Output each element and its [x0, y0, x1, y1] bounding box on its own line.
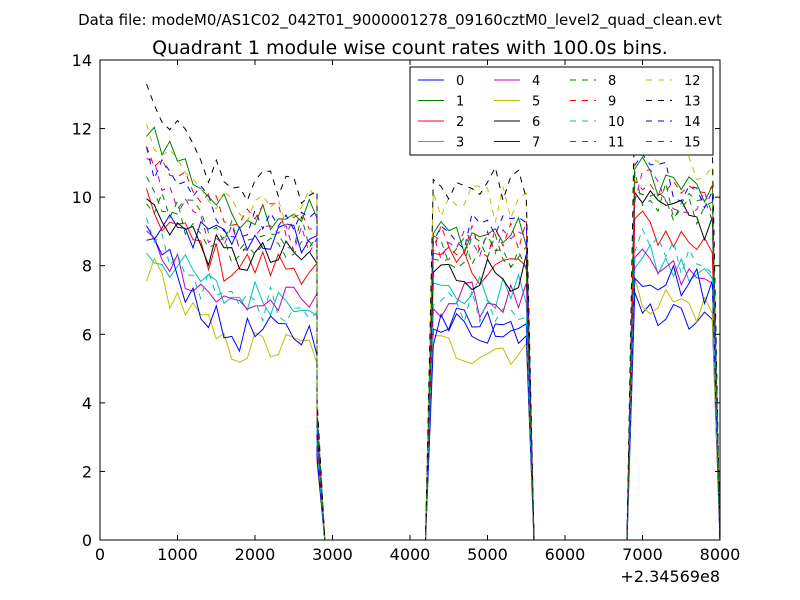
y-tick-label: 8: [82, 257, 92, 276]
series-line-9: [146, 146, 721, 541]
plot-lines: [146, 83, 721, 541]
legend-label-10: 10: [608, 115, 625, 130]
legend-label-2: 2: [456, 115, 464, 130]
y-tick-label: 10: [72, 188, 92, 207]
axis-ticks: 0 1000 2000 3000 4000 5000 6000 7000 80000246810…: [72, 51, 741, 564]
series-line-14: [146, 146, 721, 541]
chart-title: Quadrant 1 module wise count rates with …: [152, 37, 668, 59]
x-tick-label: 0: [95, 545, 105, 564]
x-tick-label: 4000: [390, 545, 431, 564]
legend-label-15: 15: [684, 136, 701, 151]
y-tick-label: 4: [82, 394, 92, 413]
legend-label-8: 8: [608, 74, 616, 89]
series-line-11: [146, 158, 721, 541]
legend-label-1: 1: [456, 95, 464, 110]
legend-label-12: 12: [684, 74, 701, 89]
y-tick-label: 6: [82, 325, 92, 344]
legend-label-11: 11: [608, 136, 625, 151]
x-tick-label: 1000: [157, 545, 198, 564]
x-tick-label: 3000: [312, 545, 353, 564]
x-tick-label: 5000: [467, 545, 508, 564]
y-tick-label: 0: [82, 531, 92, 550]
series-line-7: [146, 237, 721, 541]
x-tick-label: 8000: [700, 545, 741, 564]
legend-label-13: 13: [684, 95, 701, 110]
x-tick-label: 6000: [545, 545, 586, 564]
legend-box: [409, 66, 714, 156]
legend-label-7: 7: [532, 136, 540, 151]
legend-label-3: 3: [456, 136, 464, 151]
chart-suptitle: Data file: modeM0/AS1C02_042T01_90000012…: [78, 11, 722, 30]
legend-label-4: 4: [532, 74, 540, 89]
legend-label-9: 9: [608, 95, 616, 110]
series-line-5: [146, 257, 721, 541]
y-tick-label: 12: [72, 120, 92, 139]
series-line-1: [146, 126, 721, 541]
legend-label-6: 6: [532, 115, 540, 130]
legend-label-14: 14: [684, 115, 701, 130]
series-line-15: [146, 171, 721, 541]
series-line-0: [146, 213, 721, 541]
series-line-10: [146, 217, 721, 541]
legend-label-5: 5: [532, 95, 540, 110]
x-tick-label: 7000: [622, 545, 663, 564]
y-tick-label: 14: [72, 51, 92, 70]
y-tick-label: 2: [82, 462, 92, 481]
x-tick-label: 2000: [235, 545, 276, 564]
legend-label-0: 0: [456, 74, 464, 89]
x-offset-label: +2.34569e8: [620, 567, 720, 586]
